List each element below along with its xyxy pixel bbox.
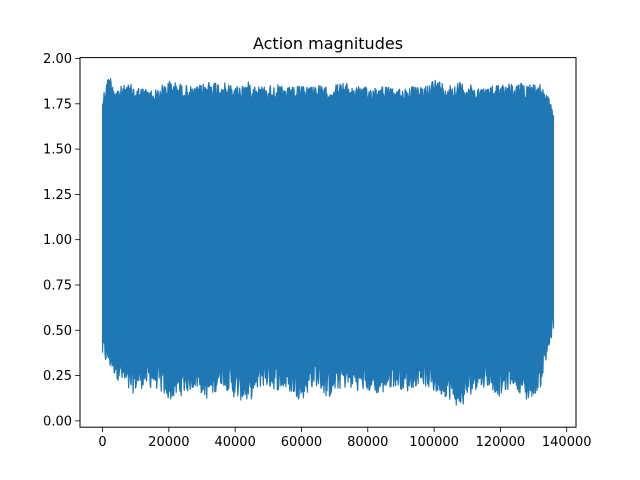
series-line: [101, 78, 555, 406]
y-tick-label: 0.25: [43, 369, 72, 384]
x-tick-label: 140000: [542, 435, 592, 450]
y-tick-label: 1.50: [43, 143, 72, 158]
x-tick-label: 80000: [347, 435, 388, 450]
y-tick-label: 2.00: [43, 52, 72, 67]
chart-title: Action magnitudes: [253, 34, 403, 53]
y-tick-label: 0.50: [43, 324, 72, 339]
y-tick-label: 1.75: [43, 97, 72, 112]
x-tick-label: 120000: [476, 435, 526, 450]
x-tick-label: 40000: [214, 435, 255, 450]
y-tick-label: 0.75: [43, 278, 72, 293]
x-tick-label: 100000: [409, 435, 459, 450]
x-tick-label: 0: [98, 435, 106, 450]
y-tick-label: 1.25: [43, 188, 72, 203]
y-tick-label: 1.00: [43, 233, 72, 248]
y-axis: 0.00 0.25 0.50 0.75 1.00 1.25 1.50 1.75 2.00: [43, 52, 80, 429]
x-axis: 0 20000 40000 60000 80000 100000 120000 140000: [98, 427, 592, 450]
x-tick-label: 20000: [148, 435, 189, 450]
y-tick-label: 0.00: [43, 414, 72, 429]
x-tick-label: 60000: [281, 435, 322, 450]
plot-frame: [79, 57, 577, 428]
series-layer: [101, 78, 555, 406]
